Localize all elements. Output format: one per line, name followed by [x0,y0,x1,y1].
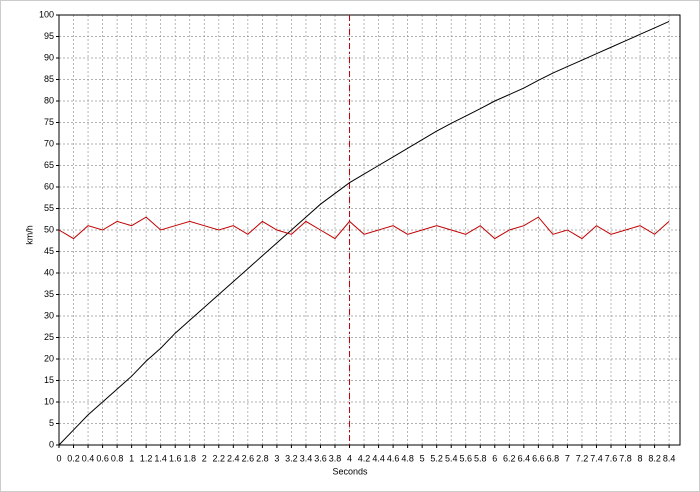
x-tick-label: 5.4 [445,453,458,463]
x-tick-label: 6.6 [532,453,545,463]
x-tick-label: 4 [347,453,352,463]
y-tick-label: 0 [49,439,54,449]
series-line [58,216,670,240]
x-tick-label: 3.4 [300,453,313,463]
y-tick-label: 85 [44,74,54,84]
y-tick-label: 45 [44,246,54,256]
x-tick-label: 7.2 [576,453,589,463]
y-tick-label: 35 [44,289,54,299]
x-tick-label: 4.6 [387,453,400,463]
x-tick-label: 3.6 [314,453,327,463]
x-tick-label: 4.8 [401,453,414,463]
x-axis-label: Seconds [332,466,368,476]
x-tick-label: 5.6 [459,453,472,463]
y-tick-label: 100 [39,9,54,19]
x-tick-label: 7.8 [619,453,632,463]
x-tick-label: 8.2 [648,453,661,463]
x-tick-label: 2.8 [256,453,269,463]
x-tick-label: 8.4 [663,453,676,463]
x-tick-label: 8 [638,453,643,463]
x-tick-label: 1.6 [169,453,182,463]
x-tick-label: 2.4 [227,453,240,463]
y-tick-label: 55 [44,203,54,213]
x-tick-label: 7.4 [590,453,603,463]
y-tick-label: 65 [44,160,54,170]
y-tick-label: 60 [44,181,54,191]
series-line [58,20,670,446]
x-tick-label: 7.6 [605,453,618,463]
x-tick-label: 2.6 [242,453,255,463]
x-tick-label: 0.6 [96,453,109,463]
x-tick-label: 3 [274,453,279,463]
y-tick-label: 25 [44,332,54,342]
y-tick-label: 70 [44,138,54,148]
x-tick-label: 7 [565,453,570,463]
x-tick-label: 1.4 [154,453,167,463]
y-tick-label: 40 [44,267,54,277]
x-tick-label: 6.4 [518,453,531,463]
y-tick-label: 5 [49,418,54,428]
x-tick-label: 5.8 [474,453,487,463]
x-tick-label: 0 [56,453,61,463]
x-tick-label: 5.2 [430,453,443,463]
x-tick-label: 0.8 [111,453,124,463]
x-tick-label: 1.2 [140,453,153,463]
x-tick-label: 4.4 [372,453,385,463]
x-tick-label: 6 [492,453,497,463]
y-tick-label: 95 [44,31,54,41]
x-tick-label: 5 [420,453,425,463]
y-axis-label: km/h [24,225,34,245]
x-tick-label: 0.2 [67,453,80,463]
y-tick-label: 15 [44,375,54,385]
y-tick-label: 75 [44,117,54,127]
y-tick-label: 10 [44,396,54,406]
y-tick-label: 90 [44,52,54,62]
x-tick-label: 3.2 [285,453,298,463]
y-tick-label: 50 [44,224,54,234]
y-tick-label: 20 [44,353,54,363]
x-tick-label: 4.2 [358,453,371,463]
x-tick-label: 3.8 [329,453,342,463]
y-tick-label: 30 [44,310,54,320]
x-tick-label: 6.2 [503,453,516,463]
x-tick-label: 6.8 [547,453,560,463]
x-tick-label: 1.8 [183,453,196,463]
x-tick-label: 1 [129,453,134,463]
x-tick-label: 0.4 [82,453,95,463]
x-tick-label: 2 [202,453,207,463]
x-tick-label: 2.2 [213,453,226,463]
y-tick-label: 80 [44,95,54,105]
